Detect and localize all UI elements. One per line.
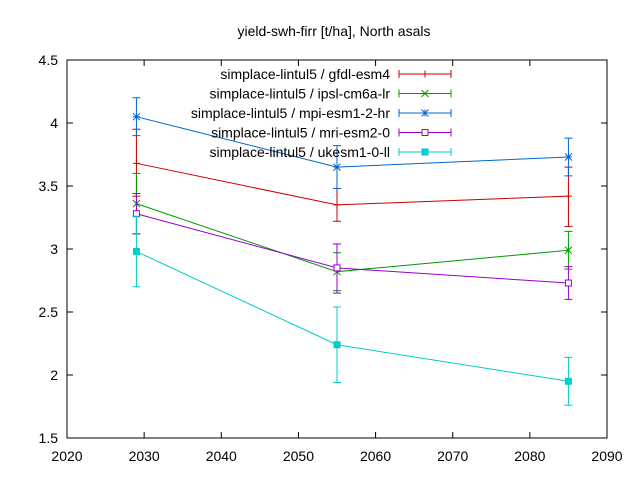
series-1 [132, 172, 573, 292]
point-marker [564, 246, 573, 255]
legend-label: simplace-lintul5 / ipsl-cm6a-lr [210, 86, 391, 102]
series-2 [132, 97, 573, 190]
y-axis: 1.5 2 2.5 3 3.5 4 4.5 [39, 52, 607, 446]
legend-error-cap [398, 128, 452, 137]
legend-item: simplace-lintul5 / ipsl-cm6a-lr [210, 86, 452, 102]
point-marker [333, 201, 341, 209]
point-marker [132, 248, 140, 256]
y-tick-label: 4.5 [39, 52, 59, 68]
point-marker [333, 163, 341, 171]
y-tick-label: 4 [50, 115, 58, 131]
legend-error-cap [398, 109, 452, 117]
x-tick-label: 2040 [206, 448, 237, 464]
y-tick-label: 2 [50, 367, 58, 383]
legend-item: simplace-lintul5 / ukesm1-0-ll [209, 144, 452, 160]
legend-error-cap [398, 148, 452, 156]
point-marker [333, 264, 341, 272]
series-line [136, 213, 569, 284]
series-line [136, 162, 569, 206]
point-marker [421, 70, 429, 78]
point-marker [564, 153, 573, 161]
series-3 [132, 193, 573, 300]
point-marker [421, 89, 429, 98]
x-tick-label: 2030 [129, 448, 160, 464]
point-marker [421, 109, 429, 117]
legend-error-cap [398, 89, 452, 98]
legend-item: simplace-lintul5 / mri-esm2-0 [211, 125, 452, 141]
point-marker [333, 341, 341, 349]
legend-label: simplace-lintul5 / mpi-esm1-2-hr [191, 105, 391, 121]
point-marker [132, 112, 141, 121]
y-tick-label: 3.5 [39, 178, 59, 194]
legend-label: simplace-lintul5 / gfdl-esm4 [220, 66, 390, 82]
point-marker [564, 377, 572, 385]
x-tick-label: 2050 [283, 448, 314, 464]
y-tick-label: 2.5 [39, 304, 59, 320]
point-marker [132, 159, 140, 167]
legend: simplace-lintul5 / gfdl-esm4 simplace-lin… [191, 66, 452, 160]
legend-label: simplace-lintul5 / mri-esm2-0 [211, 125, 390, 141]
legend-item: simplace-lintul5 / gfdl-esm4 [220, 66, 452, 82]
y-tick-label: 1.5 [39, 430, 59, 446]
y-tick-label: 3 [50, 241, 58, 257]
point-marker [564, 192, 572, 200]
series-4 [132, 215, 573, 406]
point-marker [421, 148, 429, 156]
series-line [136, 251, 569, 382]
x-tick-label: 2080 [514, 448, 545, 464]
x-tick-label: 2060 [360, 448, 391, 464]
point-marker [564, 279, 572, 287]
x-tick-label: 2020 [51, 448, 82, 464]
legend-item: simplace-lintul5 / mpi-esm1-2-hr [191, 105, 452, 121]
x-axis: 2020 2030 2040 2050 2060 2070 2080 2090 [51, 60, 623, 464]
series-layer [132, 97, 573, 406]
legend-error-cap [398, 70, 452, 78]
chart-title: yield-swh-firr [t/ha], North asals [238, 23, 431, 39]
point-marker [421, 129, 429, 136]
x-tick-label: 2070 [437, 448, 468, 464]
legend-label: simplace-lintul5 / ukesm1-0-ll [209, 144, 390, 160]
x-tick-label: 2090 [591, 448, 622, 464]
series-line [136, 203, 569, 273]
